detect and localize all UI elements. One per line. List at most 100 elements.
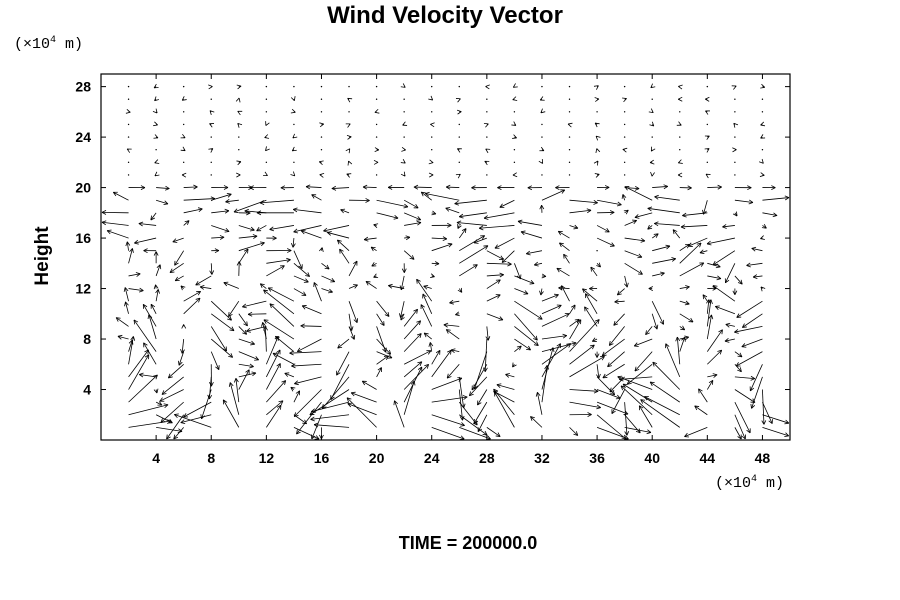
wind-vector bbox=[608, 326, 625, 346]
wind-vector bbox=[596, 111, 598, 113]
wind-vector bbox=[471, 185, 487, 191]
wind-vector bbox=[505, 373, 515, 378]
wind-vector bbox=[293, 389, 322, 417]
wind-vector bbox=[402, 121, 408, 126]
wind-vector bbox=[238, 136, 240, 138]
wind-vector bbox=[319, 172, 325, 178]
wind-vector bbox=[336, 351, 350, 376]
wind-vector bbox=[127, 174, 130, 176]
wind-vector bbox=[238, 351, 259, 361]
wind-vector bbox=[223, 281, 239, 289]
wind-vector bbox=[210, 98, 212, 100]
x-tick-label: 24 bbox=[424, 450, 440, 466]
wind-vector bbox=[348, 85, 350, 88]
wind-vector bbox=[582, 288, 598, 302]
wind-vector bbox=[601, 338, 625, 357]
wind-vector bbox=[400, 158, 406, 164]
wind-vector bbox=[376, 351, 393, 359]
wind-vector bbox=[138, 221, 157, 227]
wind-vector bbox=[346, 173, 352, 178]
wind-vector bbox=[422, 293, 433, 314]
wind-vector bbox=[293, 288, 307, 296]
wind-vector bbox=[555, 185, 570, 191]
wind-vector bbox=[514, 288, 529, 295]
wind-vector bbox=[174, 250, 185, 266]
wind-vector bbox=[420, 304, 433, 327]
wind-vector bbox=[493, 390, 515, 403]
wind-vector bbox=[624, 275, 629, 288]
wind-vector bbox=[702, 200, 708, 215]
wind-vector bbox=[348, 111, 350, 113]
wind-vector bbox=[154, 96, 159, 102]
wind-vector bbox=[569, 199, 598, 205]
x-tick-label: 8 bbox=[207, 450, 215, 466]
wind-vector bbox=[459, 235, 485, 252]
wind-vector bbox=[259, 199, 294, 205]
wind-vector bbox=[238, 369, 250, 390]
wind-vector bbox=[736, 300, 763, 318]
wind-vector bbox=[293, 390, 301, 403]
x-axis-ticks: 4 8 12 16 20 24 28 32 36 40 44 48 bbox=[152, 74, 770, 466]
wind-vector bbox=[456, 220, 487, 226]
wind-vector bbox=[679, 313, 694, 323]
wind-vector bbox=[261, 322, 267, 340]
wind-vector bbox=[266, 349, 281, 378]
wind-vector bbox=[403, 250, 415, 260]
wind-vector bbox=[209, 110, 215, 116]
wind-vector bbox=[741, 338, 763, 348]
wind-vector bbox=[535, 392, 543, 415]
wind-vector bbox=[153, 284, 159, 290]
wind-vector bbox=[569, 401, 601, 410]
wind-vector bbox=[182, 111, 185, 113]
wind-vector bbox=[155, 401, 163, 406]
wind-vector bbox=[265, 111, 268, 113]
wind-vector bbox=[423, 284, 432, 290]
plot-frame bbox=[100, 73, 791, 441]
wind-vector bbox=[558, 285, 570, 291]
wind-vector bbox=[296, 338, 322, 352]
wind-vector bbox=[347, 97, 353, 103]
wind-vector bbox=[761, 149, 764, 151]
wind-vector bbox=[199, 285, 212, 290]
wind-vector bbox=[724, 263, 736, 284]
wind-vector bbox=[272, 352, 295, 365]
wind-vector bbox=[592, 337, 598, 342]
x-unit-exponent: 4 bbox=[751, 474, 757, 485]
wind-vector bbox=[399, 275, 405, 291]
wind-vector bbox=[237, 110, 243, 116]
wind-vector bbox=[760, 235, 765, 240]
wind-vector bbox=[494, 237, 515, 249]
wind-vector bbox=[477, 414, 488, 433]
wind-vector bbox=[679, 262, 705, 277]
x-tick-label: 20 bbox=[369, 450, 385, 466]
wind-vector bbox=[291, 146, 297, 152]
wind-vector bbox=[458, 161, 460, 164]
wind-vector bbox=[398, 301, 405, 318]
wind-vector bbox=[320, 85, 323, 88]
wind-vector bbox=[623, 161, 626, 164]
wind-vector bbox=[403, 350, 432, 365]
wind-vector bbox=[623, 209, 629, 215]
wind-vector bbox=[473, 401, 488, 424]
wind-vector bbox=[446, 364, 460, 379]
wind-vector bbox=[705, 110, 710, 115]
wind-vector bbox=[445, 184, 460, 190]
wind-vector bbox=[242, 300, 267, 309]
x-tick-label: 12 bbox=[259, 450, 275, 466]
wind-vector bbox=[647, 206, 680, 214]
wind-vector bbox=[624, 250, 643, 259]
wind-vector bbox=[293, 225, 322, 234]
wind-vector bbox=[514, 326, 539, 346]
wind-vector bbox=[256, 225, 267, 232]
wind-vector bbox=[445, 329, 460, 340]
wind-vector bbox=[534, 261, 543, 267]
wind-vector bbox=[321, 275, 336, 283]
wind-vector bbox=[431, 136, 433, 138]
wind-vector bbox=[512, 362, 517, 368]
wind-vector bbox=[169, 262, 184, 273]
wind-vector bbox=[541, 343, 572, 365]
wind-vector bbox=[153, 251, 159, 264]
wind-vector bbox=[420, 191, 432, 201]
wind-vector bbox=[597, 199, 622, 207]
wind-vector bbox=[209, 123, 215, 128]
